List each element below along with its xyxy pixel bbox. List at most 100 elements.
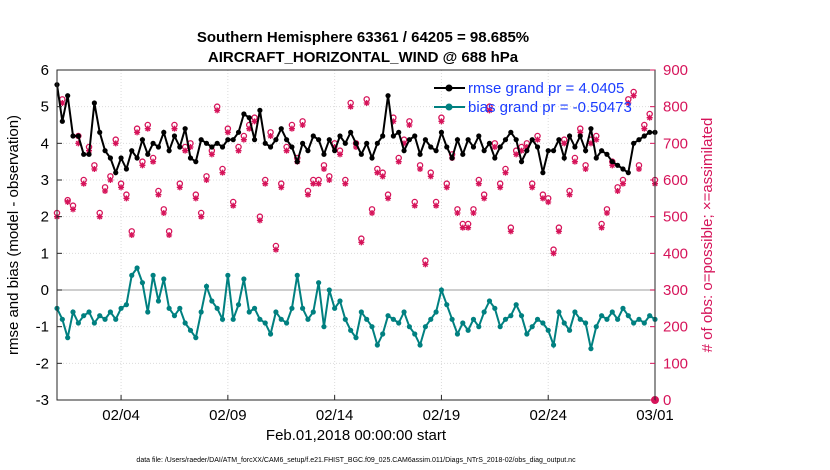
obs-assimilated-point	[379, 173, 386, 180]
obs-assimilated-point	[603, 210, 610, 216]
obs-assimilated-point	[587, 140, 594, 147]
legend-rmse-label: rmse grand pr = 4.0405	[468, 80, 624, 97]
legend: rmse grand pr = 4.0405 bias grand pr = -…	[434, 80, 632, 116]
bias-point	[636, 316, 642, 322]
rmse-point	[193, 159, 199, 165]
rmse-point	[75, 133, 81, 139]
obs-assimilated-point	[401, 140, 408, 147]
obs-assimilated-point	[598, 224, 605, 231]
rmse-point	[70, 133, 76, 139]
rmse-point	[214, 140, 220, 146]
y2-tick-label: 600	[663, 172, 688, 189]
bias-point	[262, 320, 268, 326]
bias-point	[75, 320, 81, 326]
bias-point	[161, 276, 167, 282]
rmse-point	[486, 140, 493, 146]
bias-point	[102, 316, 108, 322]
bias-point	[316, 280, 322, 286]
bias-point	[492, 305, 498, 311]
bias-point	[273, 309, 279, 315]
rmse-point	[599, 148, 605, 154]
rmse-point	[332, 148, 338, 154]
bias-point	[203, 283, 210, 289]
obs-assimilated-point	[187, 144, 194, 150]
bias-point	[235, 302, 242, 308]
rmse-point	[251, 137, 258, 143]
bias-point	[380, 331, 386, 337]
rmse-point	[321, 151, 327, 157]
rmse-point	[198, 137, 204, 143]
bias-point	[310, 309, 316, 315]
rmse-point	[380, 133, 386, 139]
rmse-point	[385, 93, 391, 99]
obs-assimilated-point	[134, 129, 141, 136]
x-tick-label: 02/19	[423, 407, 461, 424]
legend-bias-marker	[445, 103, 453, 111]
obs-assimilated-point	[246, 125, 253, 132]
obs-assimilated-point	[422, 261, 429, 268]
obs-assimilated-point	[646, 114, 653, 121]
obs-assimilated-point	[123, 195, 130, 202]
bias-point	[166, 305, 172, 311]
obs-assimilated-point	[417, 166, 424, 172]
obs-assimilated-point	[112, 140, 119, 147]
x-tick-label: 02/24	[529, 407, 567, 424]
bias-point	[481, 309, 487, 315]
rmse-point	[534, 144, 541, 150]
rmse-point	[497, 144, 503, 150]
obs-assimilated-point	[144, 125, 151, 132]
bias-point	[545, 327, 551, 333]
obs-assimilated-point	[545, 199, 552, 205]
y2-tick-label: 100	[663, 355, 688, 372]
obs-assimilated-point	[107, 177, 114, 183]
y2-axis-label: # of obs: o=possible; ×=assimilated	[699, 118, 716, 353]
bias-point	[267, 331, 274, 337]
y-axis-left: -3 -2 -1 0 1 2 3 4 5 6	[36, 62, 62, 409]
rmse-point	[294, 159, 300, 165]
y-tick-label: -2	[36, 355, 49, 372]
x-tick-label: 03/01	[636, 407, 674, 424]
rmse-point	[273, 137, 279, 143]
obs-assimilated-point	[320, 166, 327, 172]
rmse-point	[454, 137, 461, 143]
bias-point	[625, 313, 631, 319]
rmse-point	[326, 137, 332, 143]
rmse-point	[550, 148, 557, 154]
rmse-point	[86, 151, 92, 157]
rmse-point	[390, 133, 396, 139]
obs-assimilated-point	[251, 118, 258, 125]
rmse-point	[401, 148, 407, 154]
obs-assimilated-point	[459, 224, 466, 231]
bias-point	[486, 298, 493, 304]
bias-point	[257, 316, 263, 322]
obs-assimilated-point	[529, 184, 536, 191]
y-axis-label: rmse and bias (model - observation)	[5, 115, 22, 355]
bias-point	[615, 316, 621, 322]
plot-frame	[56, 69, 656, 401]
obs-assimilated-point	[571, 158, 578, 165]
bias-point	[219, 316, 226, 322]
bias-point	[476, 324, 482, 330]
bias-point	[631, 320, 637, 326]
rmse-point	[566, 133, 573, 139]
obs-assimilated-point	[203, 177, 210, 183]
obs-assimilated-point	[625, 100, 632, 106]
bias-point	[225, 272, 231, 278]
bias-point	[454, 331, 461, 337]
rmse-point	[102, 148, 108, 154]
obs-assimilated-point	[539, 195, 546, 202]
obs-assimilated-point	[224, 129, 231, 136]
bias-point	[422, 324, 429, 330]
chart-subtitle: AIRCRAFT_HORIZONTAL_WIND @ 688 hPa	[208, 49, 519, 66]
rmse-point	[641, 133, 647, 139]
x-tick-label: 02/04	[102, 407, 140, 424]
y2-tick-label: 900	[663, 62, 688, 79]
bias-point	[433, 309, 439, 315]
rmse-point	[289, 144, 295, 150]
bias-point	[139, 280, 146, 286]
obs-assimilated-point	[155, 191, 162, 198]
y-tick-label: 6	[41, 62, 49, 79]
rmse-point	[230, 137, 236, 143]
obs-assimilated-point	[192, 195, 199, 202]
rmse-point	[604, 151, 610, 157]
